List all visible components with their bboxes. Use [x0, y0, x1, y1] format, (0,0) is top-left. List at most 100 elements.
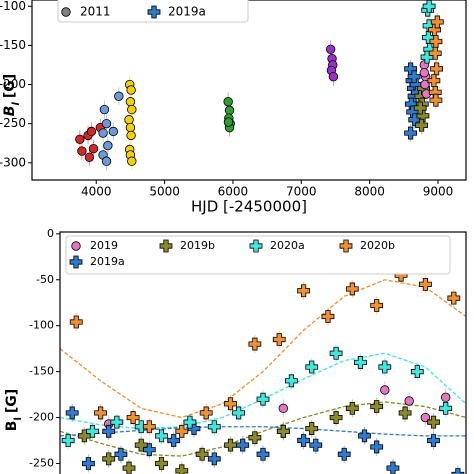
- y-tick-label: 0: [47, 227, 54, 240]
- point: [321, 310, 335, 323]
- point: [88, 143, 99, 154]
- point: [329, 346, 343, 360]
- point: [155, 429, 168, 443]
- point: [420, 79, 430, 90]
- point: [278, 403, 289, 414]
- point: [94, 406, 107, 420]
- point: [285, 374, 298, 388]
- point: [125, 97, 136, 107]
- point: [439, 401, 453, 415]
- legend-label: 2019: [90, 239, 118, 252]
- x-tick-label: 6000: [218, 185, 249, 199]
- point: [419, 68, 430, 78]
- point: [429, 93, 443, 107]
- point: [114, 447, 128, 461]
- y-tick-label: -200: [29, 411, 54, 424]
- point: [398, 406, 412, 420]
- point: [199, 406, 213, 420]
- point: [386, 461, 400, 474]
- point: [167, 434, 181, 447]
- y-tick-label: -150: [29, 365, 54, 378]
- point: [415, 118, 428, 132]
- point: [248, 431, 262, 445]
- point: [69, 315, 83, 329]
- point: [427, 434, 440, 447]
- point: [345, 401, 359, 415]
- point: [207, 452, 221, 466]
- point: [305, 422, 319, 435]
- point: [248, 337, 262, 351]
- point: [142, 420, 156, 434]
- y-tick-label: -150: [0, 38, 26, 52]
- point: [337, 447, 351, 461]
- point: [86, 126, 97, 137]
- point: [429, 35, 443, 48]
- point: [127, 104, 137, 115]
- y-axis-label: Bl [G]: [4, 389, 24, 431]
- point: [272, 333, 286, 346]
- y-label-unit: [G]: [2, 74, 18, 98]
- y-label-unit: [G]: [4, 389, 20, 413]
- y-tick-label: -100: [0, 0, 26, 13]
- point: [339, 239, 353, 253]
- fit-curve: [60, 426, 466, 437]
- point: [183, 415, 197, 429]
- point: [370, 299, 384, 312]
- point: [370, 400, 384, 413]
- y-label-main: B: [2, 106, 18, 117]
- point: [126, 130, 136, 141]
- point: [98, 128, 108, 138]
- point: [224, 105, 235, 116]
- point: [61, 434, 75, 447]
- x-tick-label: 4000: [81, 185, 112, 199]
- point: [256, 392, 270, 406]
- axes-frame: [31, 0, 467, 181]
- y-tick-label: -250: [0, 116, 26, 130]
- y-tick-label: -300: [0, 155, 26, 169]
- legend-label: 2019b: [180, 239, 215, 252]
- point: [175, 424, 189, 438]
- point: [124, 115, 134, 125]
- x-tick-label: 8000: [354, 185, 385, 199]
- legend-label: 2011: [80, 5, 111, 19]
- point: [155, 457, 168, 470]
- point: [69, 255, 83, 269]
- y-tick-label: -50: [36, 273, 54, 286]
- x-tick-label: 7000: [286, 185, 317, 199]
- point: [223, 117, 234, 127]
- plot-area: [75, 0, 444, 171]
- point: [329, 411, 343, 424]
- point: [134, 438, 148, 452]
- fit-curve: [60, 401, 466, 457]
- point: [86, 424, 99, 438]
- x-tick-label: 5000: [149, 185, 180, 199]
- legend-label: 2019a: [90, 255, 125, 268]
- point: [195, 447, 209, 461]
- plot-area: [60, 266, 466, 474]
- point: [430, 15, 444, 29]
- point: [345, 282, 359, 296]
- y-tick-label: -200: [0, 77, 26, 91]
- point: [126, 411, 140, 424]
- point: [378, 360, 392, 374]
- point: [370, 440, 384, 454]
- point: [325, 44, 336, 55]
- point: [75, 134, 85, 145]
- point: [110, 415, 124, 429]
- x-tick-label: 9000: [423, 185, 454, 199]
- point: [77, 146, 87, 156]
- point: [404, 396, 414, 406]
- point: [305, 360, 319, 374]
- point: [276, 424, 290, 438]
- point: [419, 277, 432, 291]
- fit-curve: [60, 279, 466, 419]
- point: [126, 85, 136, 95]
- point: [413, 101, 427, 115]
- point: [223, 97, 233, 107]
- point: [159, 239, 173, 253]
- point: [416, 109, 430, 123]
- axes-frame: [59, 231, 467, 474]
- legend-label: 2020b: [360, 239, 395, 252]
- point: [102, 424, 116, 438]
